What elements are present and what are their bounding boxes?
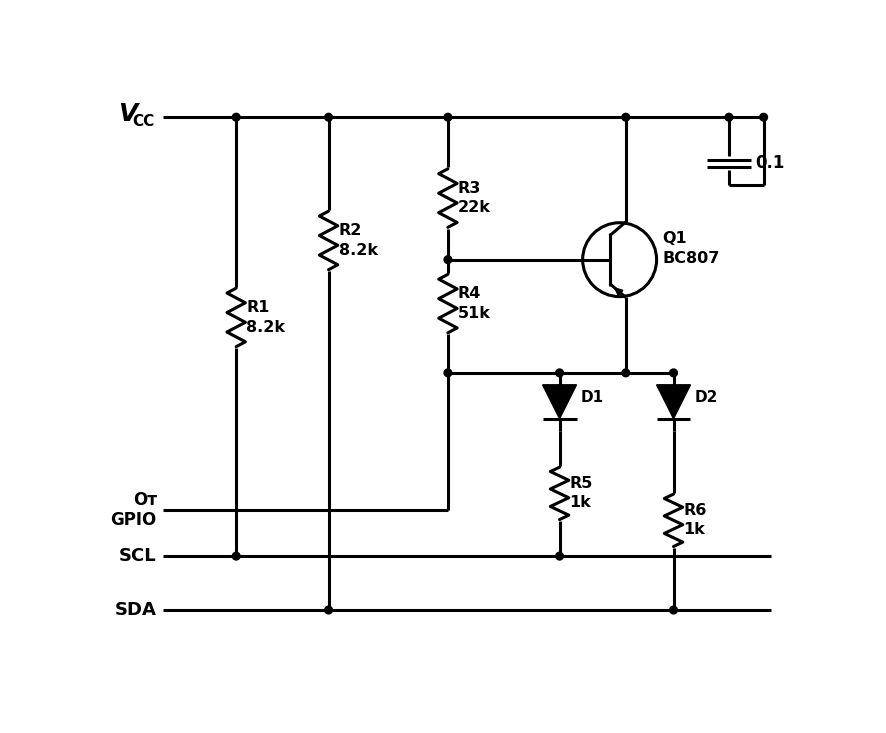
- Text: R4
51k: R4 51k: [458, 287, 491, 320]
- Circle shape: [760, 114, 767, 121]
- Circle shape: [622, 114, 630, 121]
- Circle shape: [556, 369, 563, 377]
- Circle shape: [556, 552, 563, 560]
- Circle shape: [444, 369, 452, 377]
- Text: R3
22k: R3 22k: [458, 181, 491, 216]
- Circle shape: [444, 256, 452, 264]
- Text: D2: D2: [695, 391, 718, 405]
- Text: R1
8.2k: R1 8.2k: [246, 301, 285, 334]
- Circle shape: [324, 114, 332, 121]
- Polygon shape: [542, 385, 577, 419]
- Text: CC: CC: [132, 114, 154, 129]
- Polygon shape: [615, 288, 623, 295]
- Text: R6
1k: R6 1k: [683, 504, 707, 537]
- Text: R2
8.2k: R2 8.2k: [338, 224, 377, 257]
- Text: R5
1k: R5 1k: [570, 476, 593, 510]
- Text: GPIO: GPIO: [111, 511, 157, 529]
- Circle shape: [670, 369, 678, 377]
- Circle shape: [232, 114, 240, 121]
- Circle shape: [232, 552, 240, 560]
- Text: D1: D1: [580, 391, 603, 405]
- Text: 0.1: 0.1: [755, 155, 784, 172]
- Polygon shape: [657, 385, 690, 419]
- Text: SDA: SDA: [115, 601, 157, 619]
- Text: SCL: SCL: [120, 547, 157, 565]
- Circle shape: [670, 606, 678, 614]
- Circle shape: [324, 606, 332, 614]
- Circle shape: [444, 114, 452, 121]
- Text: V: V: [119, 102, 137, 126]
- Text: Q1
BC807: Q1 BC807: [663, 231, 720, 265]
- Circle shape: [622, 369, 630, 377]
- Text: От: От: [133, 491, 157, 509]
- Circle shape: [725, 114, 733, 121]
